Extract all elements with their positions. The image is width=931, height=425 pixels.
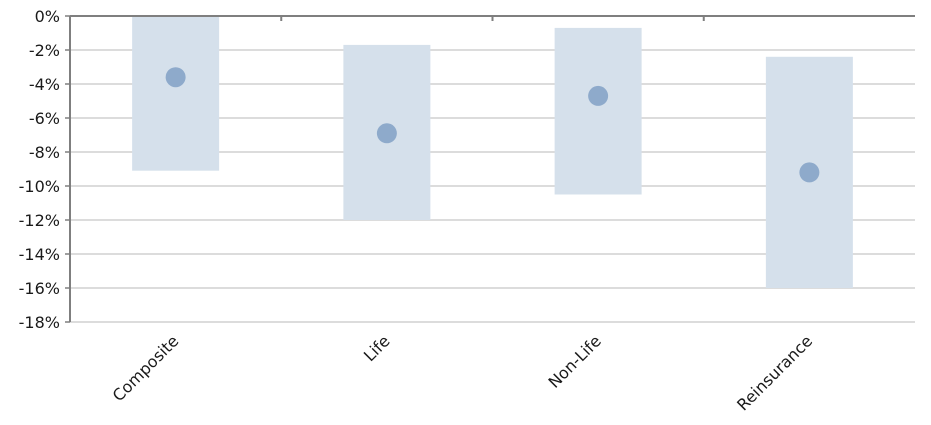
y-tick-label: -8% — [29, 143, 60, 162]
x-category-label: Reinsurance — [733, 331, 816, 414]
y-tick-label: -6% — [29, 109, 60, 128]
data-point — [376, 123, 397, 144]
x-category-label: Non-Life — [544, 331, 604, 391]
y-tick-label: -4% — [29, 75, 60, 94]
data-point — [799, 162, 820, 183]
y-tick-label: -14% — [19, 245, 60, 264]
y-tick-label: -16% — [19, 279, 60, 298]
y-tick-label: -12% — [19, 211, 60, 230]
range-bar — [554, 27, 642, 195]
data-point — [588, 85, 609, 106]
axes — [65, 15, 915, 323]
x-category-label: Life — [360, 331, 394, 365]
data-points — [165, 67, 820, 183]
data-point — [165, 67, 186, 88]
range-bar — [132, 16, 220, 171]
y-tick-label: -2% — [29, 41, 60, 60]
y-tick-labels: 0% -2% -4% -6% -8% -10% -12% -14% -16% -18% — [19, 7, 60, 332]
x-category-labels: Composite Life Non-Life Reinsurance — [109, 331, 817, 414]
x-category-label: Composite — [109, 331, 183, 405]
y-tick-label: -10% — [19, 177, 60, 196]
y-tick-label: -18% — [19, 313, 60, 332]
y-tick-label: 0% — [35, 7, 60, 26]
